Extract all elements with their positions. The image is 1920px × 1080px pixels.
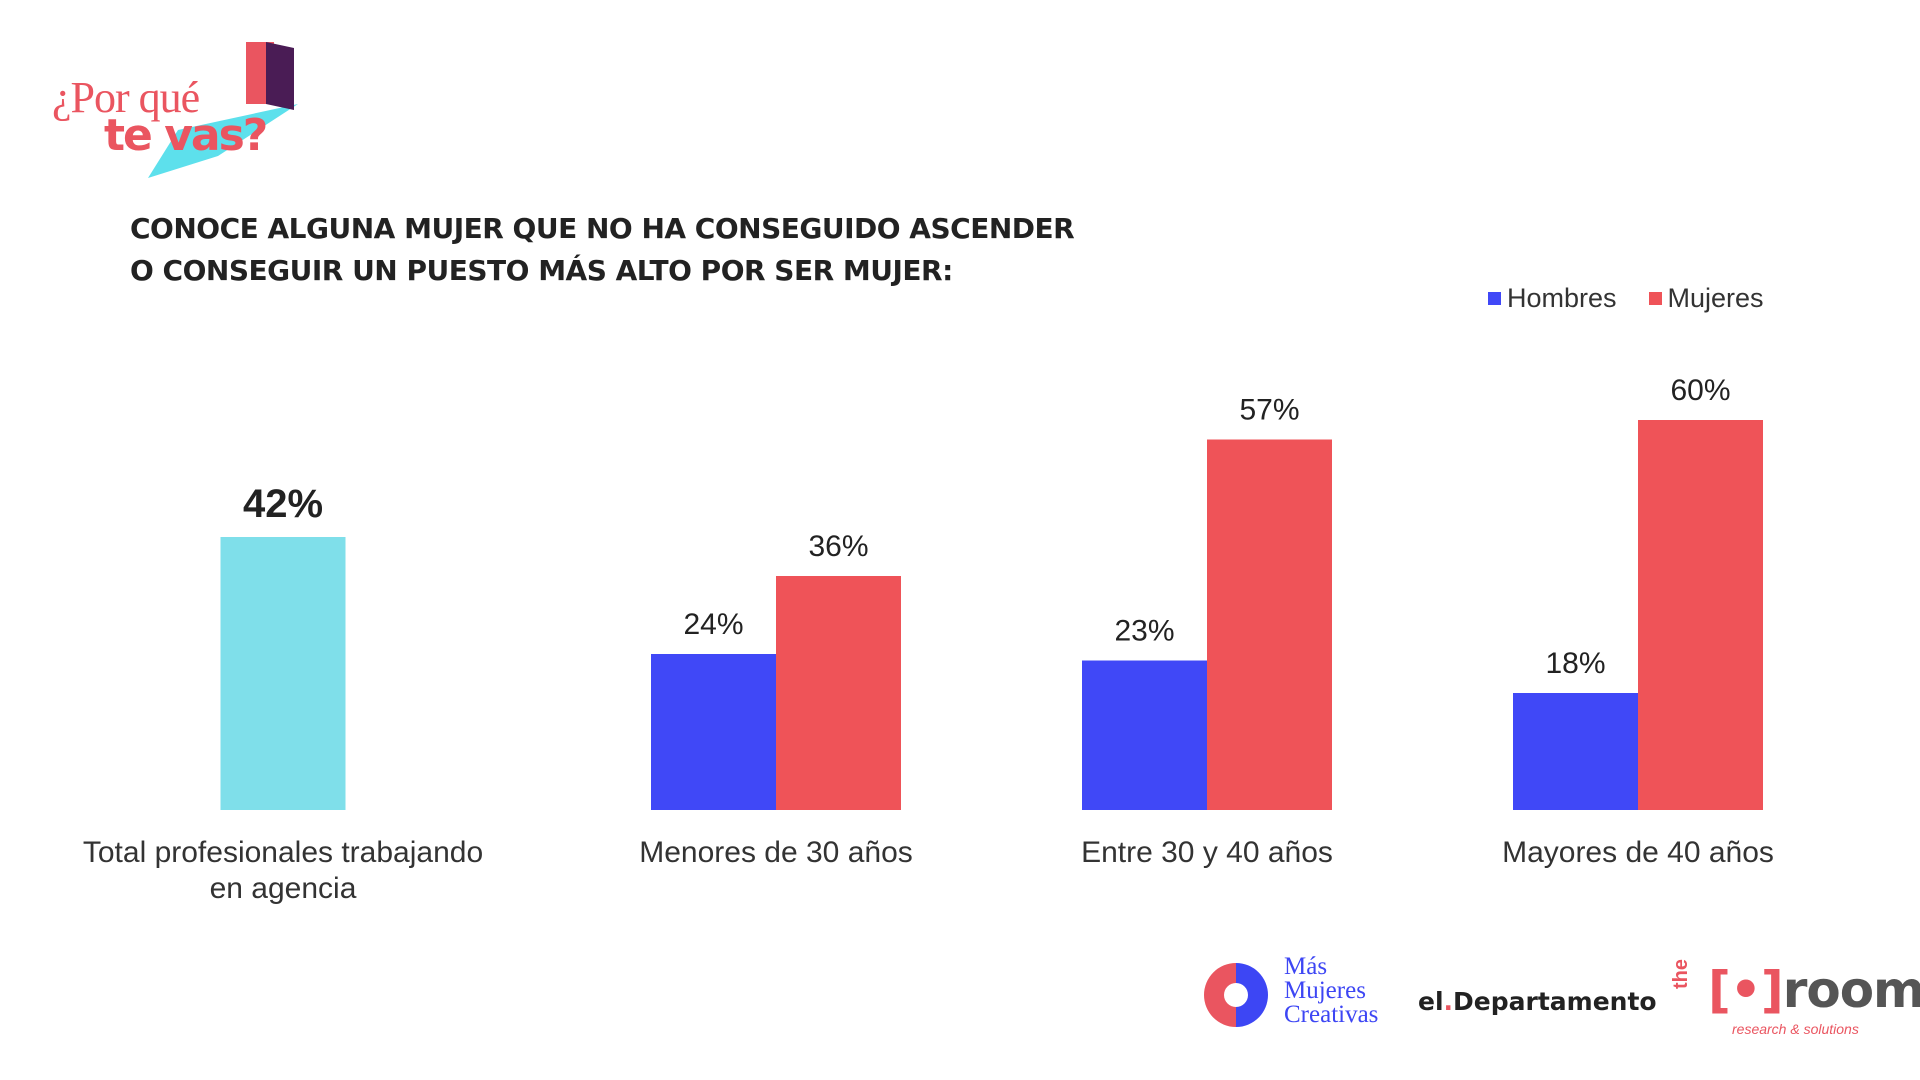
- room-subtitle: research & solutions: [1732, 1021, 1859, 1037]
- legend-label-hombres: Hombres: [1507, 283, 1617, 313]
- data-label-mayores-de-40-a-os-mujeres: 60%: [1670, 374, 1730, 407]
- legend-swatch-hombres: [1488, 292, 1501, 305]
- data-label-entre-30-y-40-a-os-hombres: 23%: [1114, 615, 1174, 648]
- legend-item-mujeres: Mujeres: [1648, 283, 1764, 314]
- eldep-dot: .: [1443, 987, 1454, 1016]
- data-label-menores-de-30-a-os-mujeres: 36%: [808, 530, 868, 563]
- logo-floor-shape: [148, 104, 298, 178]
- footer-logos: Más Mujeres Creativas el.Departamento th…: [1200, 953, 1920, 1045]
- chart-title: CONOCE ALGUNA MUJER QUE NO HA CONSEGUIDO…: [130, 208, 1330, 292]
- logo-graphic: [148, 42, 298, 178]
- category-label-total-profesionales-trabajando-en-agencia-line1: Total profesionales trabajando: [83, 836, 483, 869]
- chart-title-line2: O CONSEGUIR UN PUESTO MÁS ALTO POR SER M…: [130, 254, 953, 287]
- eldep-part1: el: [1418, 987, 1444, 1016]
- mas-mujeres-creativas-wordmark: Más Mujeres Creativas: [1284, 953, 1379, 1028]
- category-label-menores-de-30-a-os-line1: Menores de 30 años: [639, 836, 913, 869]
- data-label-menores-de-30-a-os-hombres: 24%: [683, 608, 743, 641]
- category-label-total-profesionales-trabajando-en-agencia-line2: en agencia: [210, 872, 357, 905]
- bar-entre-30-y-40-a-os-hombres: [1082, 660, 1207, 810]
- data-label-entre-30-y-40-a-os-mujeres: 57%: [1239, 394, 1299, 427]
- el-departamento-logo: el.Departamento: [1418, 987, 1657, 1016]
- mmc-line1: Más: [1284, 953, 1328, 980]
- room-mark: •: [1729, 961, 1762, 1019]
- room-bracket-left: [: [1708, 961, 1731, 1019]
- room-bracket-right: ]: [1760, 961, 1784, 1019]
- eldep-part2: Departamento: [1453, 987, 1657, 1016]
- logo-door-side: [266, 42, 294, 110]
- bar-menores-de-30-a-os-mujeres: [776, 576, 901, 810]
- category-label-entre-30-y-40-a-os-line1: Entre 30 y 40 años: [1081, 836, 1333, 869]
- legend-swatch-mujeres: [1648, 292, 1662, 305]
- bar-menores-de-30-a-os-hombres: [651, 654, 776, 810]
- room-the-text: the: [1670, 959, 1692, 989]
- bar-total-profesionales-trabajando-en-agencia-total: [220, 537, 346, 810]
- bar-mayores-de-40-a-os-mujeres: [1638, 420, 1763, 810]
- legend-label-mujeres: Mujeres: [1667, 283, 1764, 313]
- mmc-line3: Creativas: [1284, 1001, 1379, 1028]
- bar-mayores-de-40-a-os-hombres: [1513, 693, 1638, 810]
- chart-legend: Hombres Mujeres: [1488, 283, 1764, 314]
- category-label-mayores-de-40-a-os-line1: Mayores de 40 años: [1502, 836, 1774, 869]
- logo-text-line2: te vas?: [104, 110, 268, 161]
- room-word: room: [1782, 961, 1920, 1019]
- logo-por-que-te-vas: ¿Por qué te vas?: [48, 38, 308, 198]
- room-wordmark: [•]room: [1708, 961, 1920, 1019]
- legend-item-hombres: Hombres: [1488, 283, 1617, 314]
- data-label-mayores-de-40-a-os-hombres: 18%: [1545, 647, 1605, 680]
- chart-title-line1: CONOCE ALGUNA MUJER QUE NO HA CONSEGUIDO…: [130, 212, 1075, 245]
- mmc-line2: Mujeres: [1284, 977, 1366, 1004]
- logo-text-line1: ¿Por qué: [52, 73, 200, 122]
- the-room-logo: the [•]room research & solutions: [1670, 959, 1920, 1041]
- data-label-total-profesionales-trabajando-en-agencia-total: 42%: [243, 482, 323, 526]
- bar-entre-30-y-40-a-os-mujeres: [1207, 439, 1332, 810]
- mas-mujeres-creativas-icon: [1204, 963, 1268, 1027]
